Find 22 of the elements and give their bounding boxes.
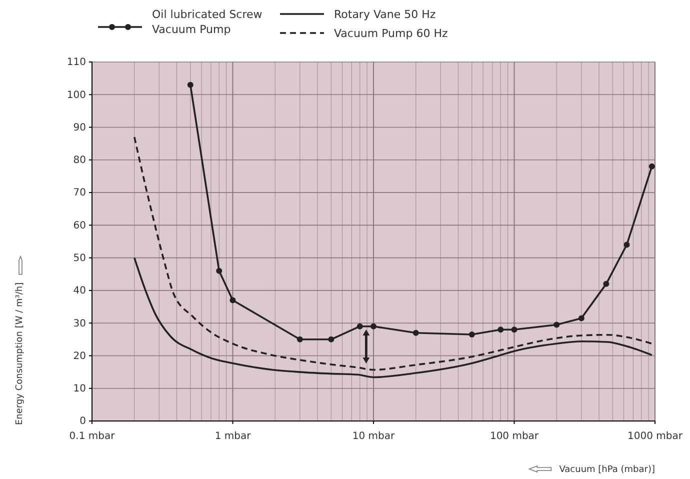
- x-tick-label: 1 mbar: [214, 431, 252, 442]
- y-tick-label: 20: [73, 350, 86, 362]
- y-tick-label: 90: [73, 122, 86, 134]
- y-axis-title: Energy Consumption [W / m³/h]: [15, 282, 25, 425]
- y-tick-label: 0: [80, 416, 86, 428]
- legend-label: Rotary Vane 50 Hz: [334, 8, 436, 21]
- y-tick-label: 40: [73, 286, 86, 297]
- x-tick-label: 10 mbar: [352, 431, 396, 442]
- y-tick-label: 70: [73, 188, 86, 199]
- x-tick-label: 100 mbar: [490, 431, 540, 442]
- y-tick-label: 60: [73, 220, 86, 232]
- x-tick-label: 0.1 mbar: [69, 431, 116, 442]
- x-tick-label: 1000 mbar: [628, 431, 684, 442]
- y-tick-label: 110: [66, 57, 86, 68]
- y-tick-label: 100: [66, 90, 86, 101]
- y-tick-label: 50: [73, 253, 86, 264]
- y-tick-label: 80: [73, 155, 86, 166]
- legend-label: Vacuum Pump 60 Hz: [334, 27, 448, 40]
- legend-label: Oil lubricated Screw Vacuum Pump: [152, 8, 262, 36]
- y-tick-label: 30: [73, 318, 86, 330]
- y-tick-label: 10: [73, 384, 86, 395]
- x-axis-title: Vacuum [hPa (mbar)]: [559, 465, 655, 475]
